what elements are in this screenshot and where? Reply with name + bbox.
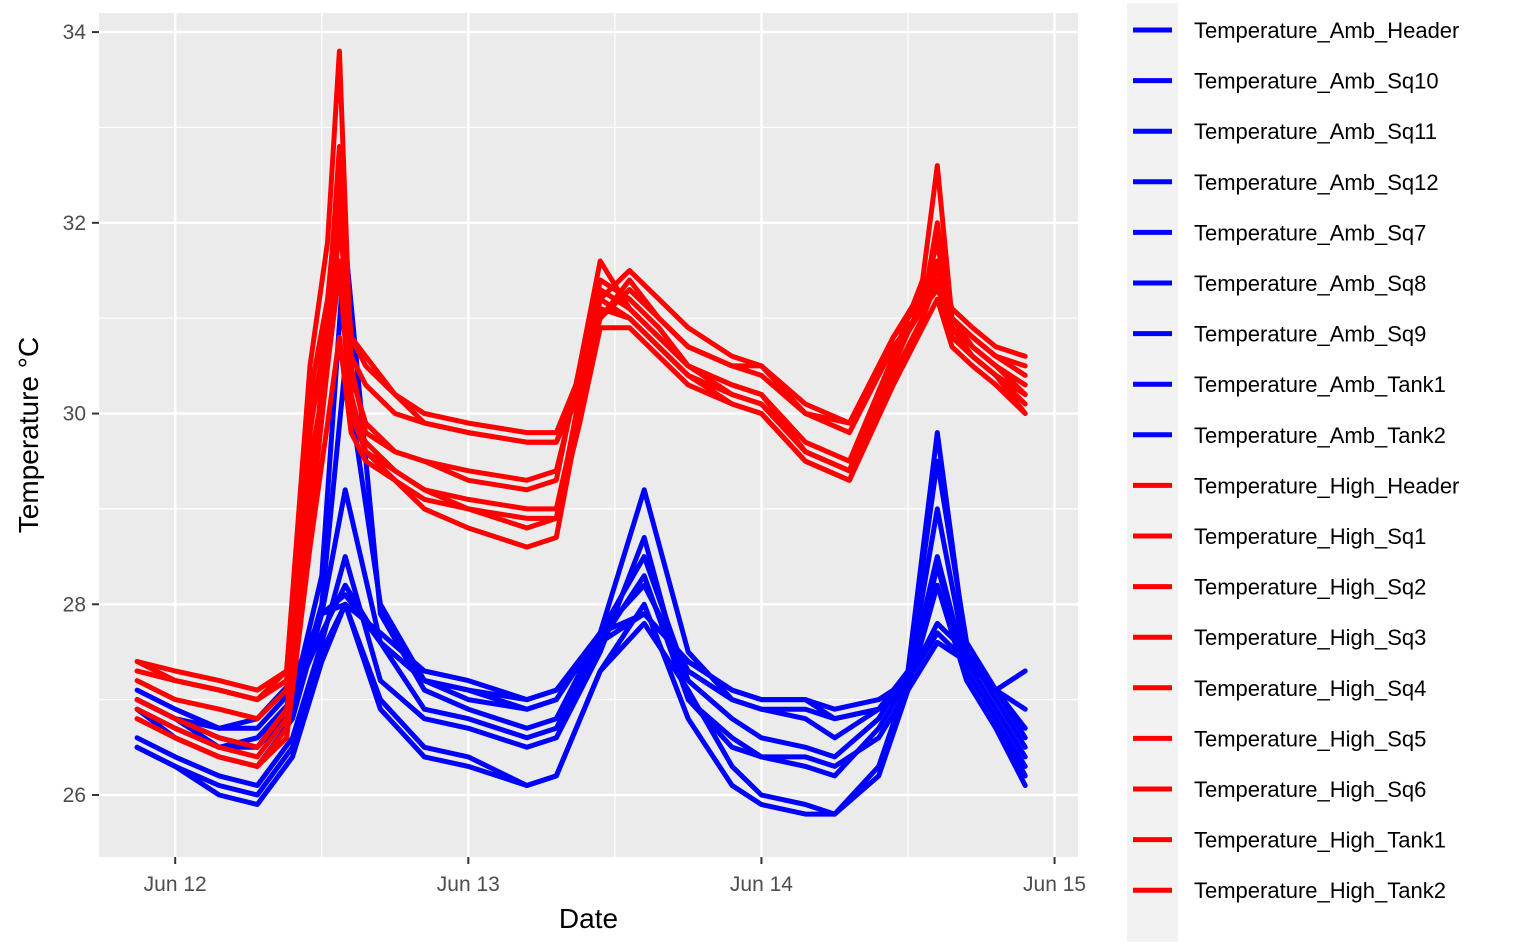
legend-label: Temperature_Amb_Tank2: [1194, 423, 1446, 448]
x-axis-title: Date: [559, 903, 618, 934]
y-axis-title: Temperature °C: [13, 337, 44, 533]
legend-label: Temperature_Amb_Sq8: [1194, 271, 1426, 296]
y-tick-label: 32: [63, 212, 86, 235]
y-tick-label: 28: [63, 593, 86, 616]
legend-label: Temperature_Amb_Sq9: [1194, 322, 1426, 347]
legend-label: Temperature_High_Sq2: [1194, 575, 1426, 600]
series-line-temperature-high-sq6: [134, 296, 1028, 769]
legend-label: Temperature_High_Tank2: [1194, 878, 1446, 903]
y-tick-label: 34: [63, 21, 87, 44]
y-tick-label: 30: [63, 403, 86, 426]
legend-label: Temperature_Amb_Header: [1194, 18, 1459, 43]
legend-label: Temperature_High_Tank1: [1194, 828, 1446, 853]
legend-label: Temperature_High_Sq3: [1194, 625, 1426, 650]
x-tick-label: Jun 13: [437, 873, 500, 896]
legend-label: Temperature_Amb_Sq12: [1194, 170, 1439, 195]
legend-key-background: [1127, 3, 1178, 942]
x-tick-label: Jun 15: [1023, 873, 1086, 896]
legend-label: Temperature_High_Header: [1194, 473, 1459, 498]
legend-label: Temperature_Amb_Sq11: [1194, 119, 1437, 144]
legend-label: Temperature_High_Sq6: [1194, 777, 1426, 802]
legend-label: Temperature_High_Sq5: [1194, 726, 1426, 751]
legend-label: Temperature_High_Sq4: [1194, 676, 1426, 701]
legend-label: Temperature_Amb_Sq7: [1194, 220, 1426, 245]
series-line-temperature-high-tank2: [134, 172, 1028, 693]
axes: Jun 12 Jun 13 Jun 14 Jun 15 26 28 30 32 34: [63, 21, 1086, 896]
legend-label: Temperature_Amb_Tank1: [1194, 372, 1446, 397]
legend: Temperature_Amb_Header Temperature_Amb_Sq…: [1127, 3, 1459, 942]
series-lines: [134, 48, 1028, 817]
x-tick-label: Jun 12: [144, 873, 207, 896]
series-line-temperature-high-sq5: [134, 258, 1028, 760]
series-line-temperature-amb-sq9: [134, 582, 1028, 817]
legend-label: Temperature_Amb_Sq10: [1194, 69, 1439, 94]
x-tick-label: Jun 14: [730, 873, 793, 896]
y-tick-label: 26: [63, 784, 86, 807]
legend-label: Temperature_High_Sq1: [1194, 524, 1426, 549]
grid-lines: [99, 13, 1078, 857]
